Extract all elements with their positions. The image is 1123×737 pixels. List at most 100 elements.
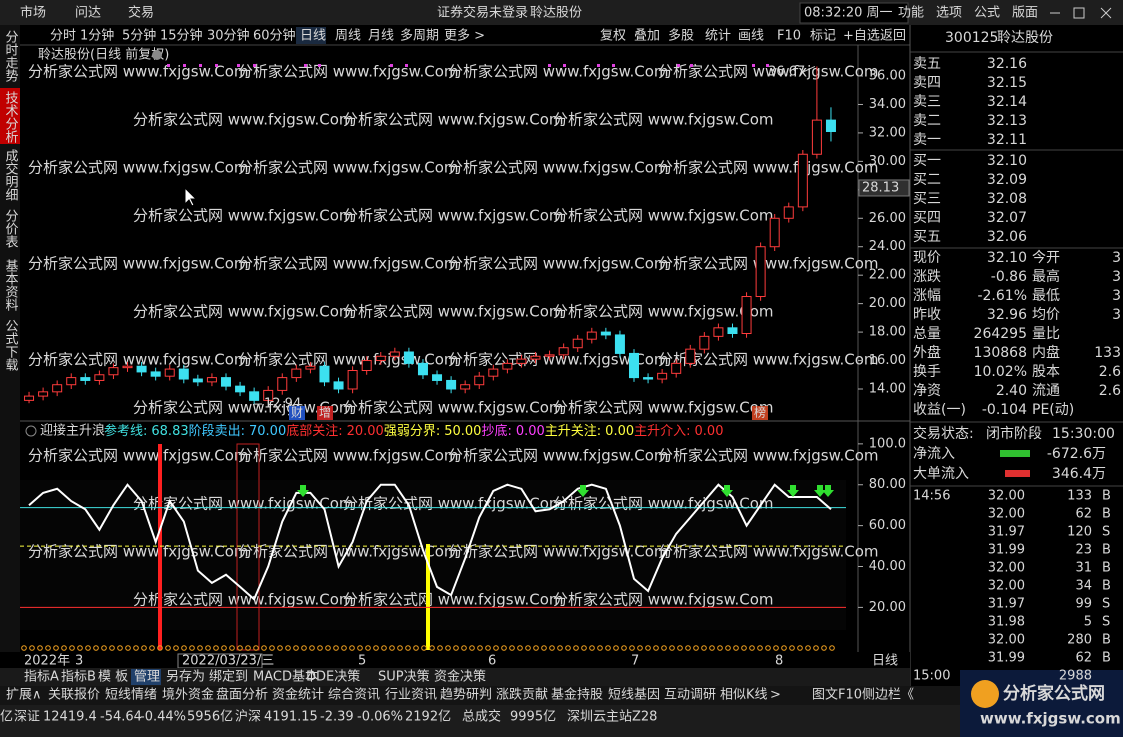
book-price: 32.06 [987,229,1027,245]
zero-dot [269,645,275,651]
function-tab: 趋势研判 [440,687,492,703]
indicator-band [20,480,846,630]
candle-body [403,351,414,364]
active-tab [0,88,20,144]
legend-value: 20.00 [347,424,384,439]
candle-body [136,365,147,373]
watermark: 分析家公式网 www.fxjgsw.Com [28,543,249,561]
tick-volume: 99 [1075,597,1092,612]
book-price: 32.11 [987,132,1027,148]
watermark: 分析家公式网 www.fxjgsw.Com [553,495,774,513]
book-label: 卖二 [913,113,941,129]
indicator-tab[interactable]: MACD基本 [253,670,318,685]
indicator-line [28,483,832,601]
book-label: 卖四 [913,75,941,91]
watermark: 分析家公式网 www.fxjgsw.Com [238,351,459,369]
y-tick-label: 18.00 [869,325,906,340]
toolbar [20,25,910,45]
tick-side: B [1102,543,1111,558]
legend-value: 0.00 [695,424,724,439]
event-marker [752,406,768,420]
period-tab: 日线 [300,29,326,44]
zero-dot [493,645,499,651]
zero-dot [621,645,627,651]
function-tab: 综合资讯 [328,688,380,703]
indicator-tab-bar [0,668,910,686]
zero-dot [805,645,811,651]
tool-button: 多股 [668,28,694,44]
date-label: 日线 [872,654,898,669]
tick-side: B [1102,561,1111,576]
legend-value: 0.00 [605,424,634,439]
flow-value: -672.6万 [1047,446,1106,462]
stat-value: 133 [1094,345,1121,361]
zero-dot [549,645,555,651]
indicator-tab[interactable]: 管理 [134,670,160,685]
stat-label: 股本 [1032,364,1060,380]
function-tab: 互动调研 [664,688,716,703]
tick-volume: 280 [1067,633,1092,648]
zero-dot [69,645,75,651]
indicator-tab[interactable]: DDE决策 [306,669,360,685]
tick-price: 32.00 [988,633,1025,648]
tool-button: 返回 [880,29,906,44]
zero-dot [53,645,59,651]
function-tab: 扩展∧ [6,688,42,703]
side-tab: 成交明细 [3,149,19,201]
watermark: 分析家公式网 www.fxjgsw.Com [238,255,459,273]
zero-dot [765,645,771,651]
flow-value: 346.4万 [1052,466,1106,482]
candle-body [502,362,513,370]
menu-item: 选项 [936,6,962,21]
date-label: 2022年 [24,654,70,669]
stat-label: 今开 [1032,250,1060,266]
zero-dot [101,645,107,651]
candle-body [263,389,274,401]
zero-dot [301,645,307,651]
candle-body [797,153,808,208]
tool-button: F10 [777,29,801,44]
indicator-tab[interactable]: 指标B [61,670,96,685]
status-item: 总成交 [462,709,501,725]
tick-price: 31.99 [988,651,1025,666]
zero-dot [485,645,491,651]
indicator-tab[interactable]: SUP决策 [378,669,430,685]
watermark: 分析家公式网 www.fxjgsw.Com [238,63,459,81]
y-tick-label: 14.00 [869,381,906,396]
zero-dot [29,645,35,651]
function-tab: 图文F10 [812,688,862,703]
menu-item: 问达 [75,6,101,21]
watermark: 分析家公式网 www.fxjgsw.Com [343,111,564,129]
watermark: 分析家公式网 www.fxjgsw.Com [553,303,774,321]
zero-dot [829,645,835,651]
indicator-tab[interactable]: 另存为 [166,670,205,685]
legend-value: 0.00 [516,424,545,439]
logo-icon [971,680,999,708]
indicator-tab[interactable]: 绑定到 [209,670,248,685]
zero-dot [229,645,235,651]
book-price: 32.14 [987,94,1027,110]
tick-volume: 62 [1075,651,1092,666]
candle-body [657,372,668,380]
zero-dot [677,645,683,651]
zero-dot [37,645,43,651]
function-bar [0,686,1123,705]
y-tick-label: 80.00 [869,477,906,492]
candle-body [192,378,203,383]
candle-body [24,395,35,401]
status-item: 亿 [0,710,13,725]
zero-dot [277,645,283,651]
candle-body [38,391,49,397]
indicator-tab[interactable]: 资金决策 [434,669,486,685]
tick-side: B [1102,633,1111,648]
indicator-tab[interactable]: 指标A [24,670,59,685]
zero-dot [221,645,227,651]
zero-dot [437,645,443,651]
indicator-tab[interactable]: 模 板 [98,670,128,685]
candle-body [277,377,288,391]
zero-dot [661,645,667,651]
status-item: -54.64 [100,710,142,725]
y-tick-label: 20.00 [869,296,906,311]
tick-price: 31.98 [988,615,1025,630]
side-tab: 分时走势 [3,30,19,83]
